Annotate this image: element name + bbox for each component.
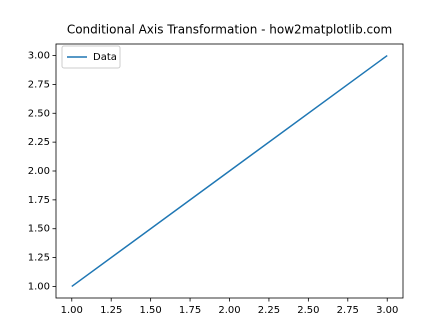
y-tick-label: 1.25 bbox=[28, 253, 50, 264]
y-tick-label: 2.75 bbox=[28, 79, 50, 90]
x-tick-label: 1.75 bbox=[179, 305, 201, 316]
x-tick-label: 2.25 bbox=[258, 305, 280, 316]
axes-frame bbox=[55, 43, 404, 299]
line bbox=[71, 54, 388, 288]
x-tick-label: 1.50 bbox=[140, 305, 162, 316]
x-tick-label: 1.00 bbox=[61, 305, 83, 316]
y-tick-label: 1.50 bbox=[28, 224, 50, 235]
y-tick-label: 1.00 bbox=[28, 281, 50, 292]
legend-label: Data bbox=[93, 52, 117, 63]
x-tick-label: 2.75 bbox=[337, 305, 359, 316]
x-tick-label: 1.25 bbox=[100, 305, 122, 316]
y-tick-label: 2.00 bbox=[28, 166, 50, 177]
y-tick-label: 1.75 bbox=[28, 195, 50, 206]
y-tick-label: 2.25 bbox=[28, 137, 50, 148]
x-tick-label: 2.00 bbox=[218, 305, 240, 316]
x-tick-label: 2.50 bbox=[297, 305, 319, 316]
legend-box bbox=[61, 45, 121, 69]
chart-title: Conditional Axis Transformation - how2ma… bbox=[67, 23, 392, 37]
y-tick-label: 2.50 bbox=[28, 108, 50, 119]
y-tick-label: 3.00 bbox=[28, 51, 50, 62]
x-tick-label: 3.00 bbox=[376, 305, 398, 316]
